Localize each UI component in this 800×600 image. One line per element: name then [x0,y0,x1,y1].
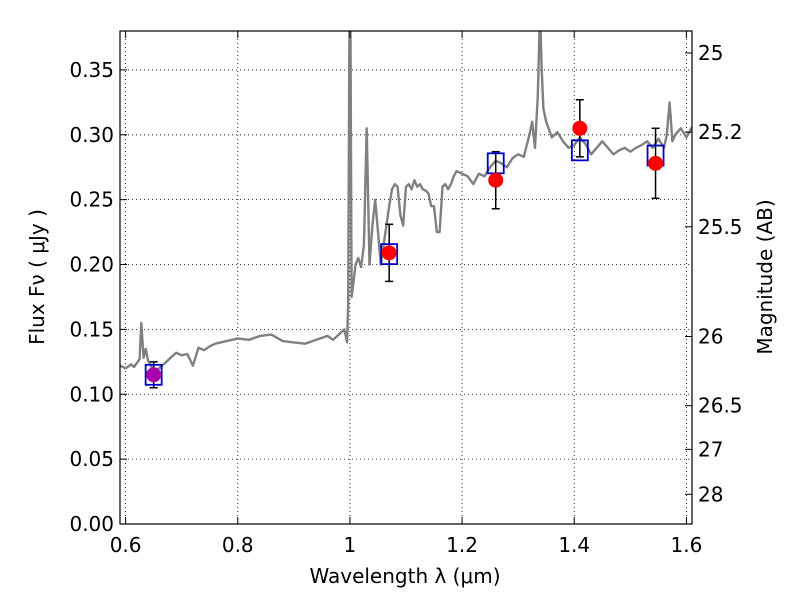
spectrum-line [120,31,692,373]
plot-frame [119,30,693,525]
x-tick-label: 1 [344,533,357,557]
x-tick-label: 0.8 [222,533,254,557]
y2-tick-label: 27 [698,437,723,461]
observed-point [572,120,588,136]
y2-tick-label: 28 [698,482,723,506]
y-tick-label: 0.10 [69,382,114,406]
y-tick-label: 0.05 [69,447,114,471]
y-tick-label: 0.35 [69,58,114,82]
y-tick-label: 0.00 [69,512,114,536]
y2-tick-label: 25.2 [698,120,743,144]
y2-tick-label: 26.5 [698,394,743,418]
observed-point [488,172,504,188]
x-tick-label: 0.6 [110,533,142,557]
model-photometry-markers [144,139,665,386]
spectrum-series [120,31,692,373]
x-axis-title: Wavelength λ (μm) [309,564,500,588]
y2-tick-label: 25 [698,41,723,65]
model-square-marker [570,139,589,162]
grid-lines [120,31,692,525]
model-square-marker [380,243,399,266]
y-tick-label: 0.20 [69,253,114,277]
y-tick-label: 0.25 [69,188,114,212]
y-tick-label: 0.30 [69,123,114,147]
y2-axis-title: Magnitude (AB) [753,199,777,354]
x-tick-label: 1.2 [446,533,478,557]
observed-point [381,245,397,261]
y2-tick-label: 26 [698,324,723,348]
model-square-marker [144,363,163,386]
observed-point [146,367,162,383]
axis-ticks [120,31,692,525]
error-bars [149,99,660,389]
y2-tick-label: 25.5 [698,215,743,239]
observed-photometry-markers [146,120,664,383]
x-tick-label: 1.6 [670,533,702,557]
y-tick-label: 0.15 [69,317,114,341]
observed-point [648,155,664,171]
x-tick-label: 1.4 [558,533,590,557]
y-axis-title: Flux Fν ( μJy ) [25,209,49,345]
tick-labels: 0.6 0.8 1 1.2 1.4 1.6 0.00 0.05 0.10 0.15 0.20 0.25… [69,41,742,557]
